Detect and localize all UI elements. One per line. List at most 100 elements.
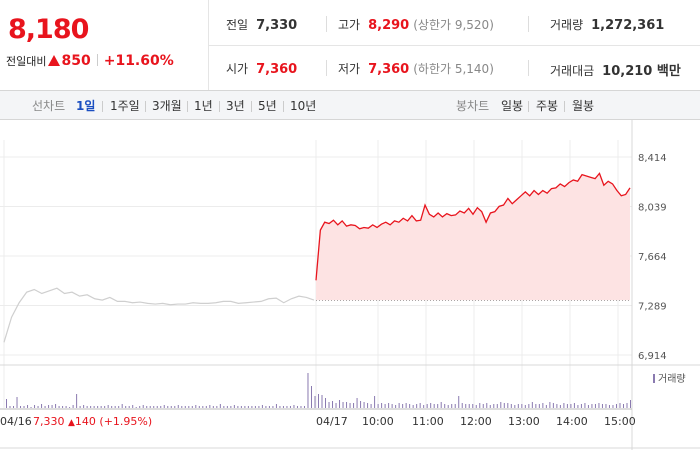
stat-label: 거래량 [550,18,584,32]
tab-1-year[interactable]: 1년 [194,99,213,113]
volume-bar [374,396,376,408]
volume-bar [419,403,421,408]
volume-bar [296,406,298,408]
volume-bar [395,405,397,408]
prev-day-price-line [3,287,315,343]
volume-bar [535,404,537,408]
prev-day-change: 140 (+1.95%) [75,415,152,428]
volume-bar [104,406,106,408]
volume-bar [132,405,134,408]
tab-monthly-candle[interactable]: 월봉 [572,99,595,113]
volume-bar [55,404,57,408]
volume-bar [90,406,92,408]
tab-1-day[interactable]: 1일 [76,99,96,113]
volume-bar [314,396,316,408]
volume-bar [188,406,190,408]
tab-3-years[interactable]: 3년 [226,99,245,113]
y-tick-label: 7,289 [638,302,667,313]
price-box: 8,180 전일대비 850 +11.60% [0,0,209,90]
volume-bar [76,394,78,408]
stat-high: 고가 8,290 (상한가 9,520) [338,16,494,33]
volume-bar [282,406,284,408]
divider [96,54,98,66]
tab-3-months[interactable]: 3개월 [152,99,182,113]
stat-volume: 거래량 1,272,361 [550,16,664,33]
tab-1-week[interactable]: 1주일 [110,99,140,113]
change-summary: 전일대비 850 +11.60% [6,53,174,69]
stat-label: 시가 [226,62,249,76]
volume-bar [65,406,67,408]
quote-header: 8,180 전일대비 850 +11.60% 전일 7,330 고가 8,290 (상한가… [0,0,700,90]
volume-bar [72,405,74,408]
change-label: 전일대비 [6,55,47,68]
volume-bar [517,404,519,408]
volume-bar [556,404,558,408]
x-tick-label: 04/17 [316,415,348,428]
volume-bar [205,406,207,408]
tab-weekly-candle[interactable]: 주봉 [536,99,559,113]
volume-bar [167,406,169,408]
divider [251,101,252,112]
volume-bar [9,406,11,408]
volume-bar [472,404,474,408]
volume-bar [328,402,330,408]
tab-daily-candle[interactable]: 일봉 [501,99,524,113]
volume-bar [321,395,323,408]
volume-bar [566,404,568,408]
volume-bar [254,406,256,408]
volume-bar [30,407,32,408]
volume-bar [202,406,204,408]
volume-bar [552,403,554,408]
volume-bar [570,404,572,408]
volume-bar [37,406,39,408]
volume-bar [160,406,162,408]
volume-bar [289,406,291,408]
volume-bar [356,398,358,408]
volume-bar [195,405,197,408]
volume-bar [454,404,456,408]
price-chart: 8,414 8,039 7,664 7,289 6,914 거래량 04/16 04/17 10… [0,120,700,450]
volume-bar [496,404,498,408]
up-triangle-icon: ▲ [68,418,75,428]
volume-bar [261,405,263,408]
volume-bar [573,403,575,408]
volume-bar [451,404,453,408]
stat-value: 1,272,361 [591,18,665,33]
volume-bar [209,405,211,408]
volume-bar [258,406,260,408]
stat-value: 7,360 [256,62,298,77]
volume-bar [318,394,319,408]
divider [219,101,220,112]
volume-bar [121,404,123,408]
stat-label: 전일 [226,18,249,32]
volume-bar [62,406,64,408]
volume-bar [286,406,288,408]
volume-bar [6,399,7,408]
volume-bar [489,405,491,408]
divider [528,16,529,32]
volume-bar [174,406,176,408]
volume-bar [97,406,99,408]
divider [564,101,565,112]
volume-bar [587,405,589,408]
change-percent: +11.60% [103,53,174,69]
tab-10-years[interactable]: 10년 [290,99,317,113]
volume-bar [612,405,614,408]
volume-bar [615,404,617,408]
volume-bar [93,406,95,408]
volume-legend-swatch [653,374,655,383]
tab-5-years[interactable]: 5년 [258,99,277,113]
volume-bar [500,402,502,408]
prev-day-summary: 7,330 ▲140 (+1.95%) [33,415,152,428]
volume-bar [48,405,50,408]
volume-bar [230,406,232,408]
volume-bar [310,386,312,408]
volume-bar [16,397,18,408]
volume-bar [405,403,407,408]
volume-bar [339,400,341,408]
volume-bar [265,406,267,408]
volume-bar [325,398,327,408]
volume-bar [503,403,505,408]
volume-bar [528,404,530,408]
volume-bar [409,404,411,408]
